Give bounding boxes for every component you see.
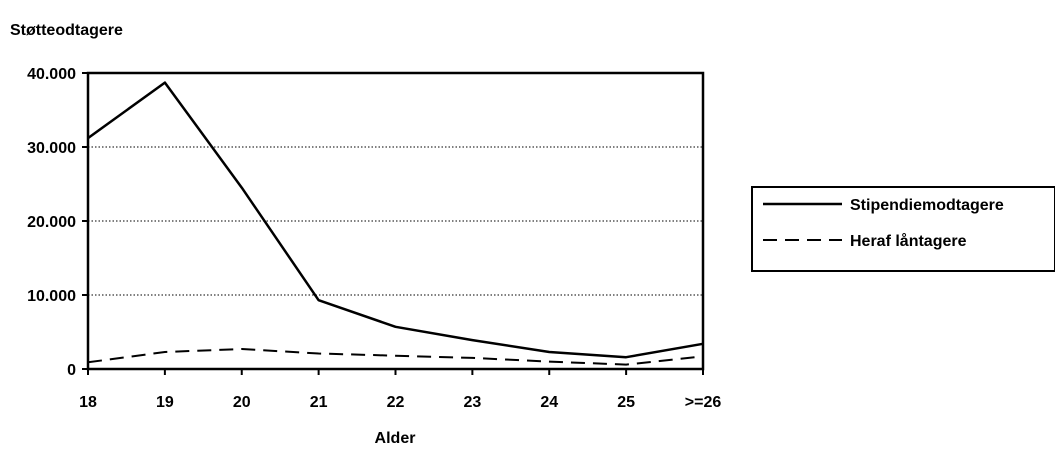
legend-label-stipendiemodtagere: Stipendiemodtagere — [850, 197, 1004, 214]
y-tick-label: 20.000 — [27, 214, 76, 231]
x-tick-label: 20 — [233, 394, 251, 411]
y-tick-label: 40.000 — [27, 66, 76, 83]
x-tick-label: 24 — [540, 394, 558, 411]
series-lines — [87, 81, 704, 366]
legend-box — [751, 186, 1055, 272]
gridlines — [88, 146, 703, 296]
legend: Stipendiemodtagere Heraf låntagere — [751, 186, 1055, 272]
y-tick-label: 30.000 — [27, 140, 76, 157]
x-axis-ticks: 18 19 20 21 22 23 24 25 >=26 — [79, 369, 721, 411]
x-tick-label: 18 — [79, 394, 97, 411]
y-tick-label: 0 — [67, 362, 76, 379]
x-tick-label: 19 — [156, 394, 174, 411]
series-line-1 — [87, 348, 704, 366]
x-tick-label: >=26 — [685, 394, 722, 411]
y-tick-label: 10.000 — [27, 288, 76, 305]
y-axis-ticks: 0 10.000 20.000 30.000 40.000 — [27, 66, 88, 379]
x-tick-label: 21 — [310, 394, 328, 411]
x-tick-label: 23 — [463, 394, 481, 411]
series-line-0 — [87, 81, 704, 359]
x-tick-label: 25 — [617, 394, 635, 411]
legend-label-heraf-laantagere: Heraf låntagere — [850, 232, 967, 250]
x-tick-label: 22 — [387, 394, 405, 411]
x-axis-title: Alder — [375, 430, 416, 447]
y-axis-title: Støtteodtagere — [10, 22, 123, 39]
